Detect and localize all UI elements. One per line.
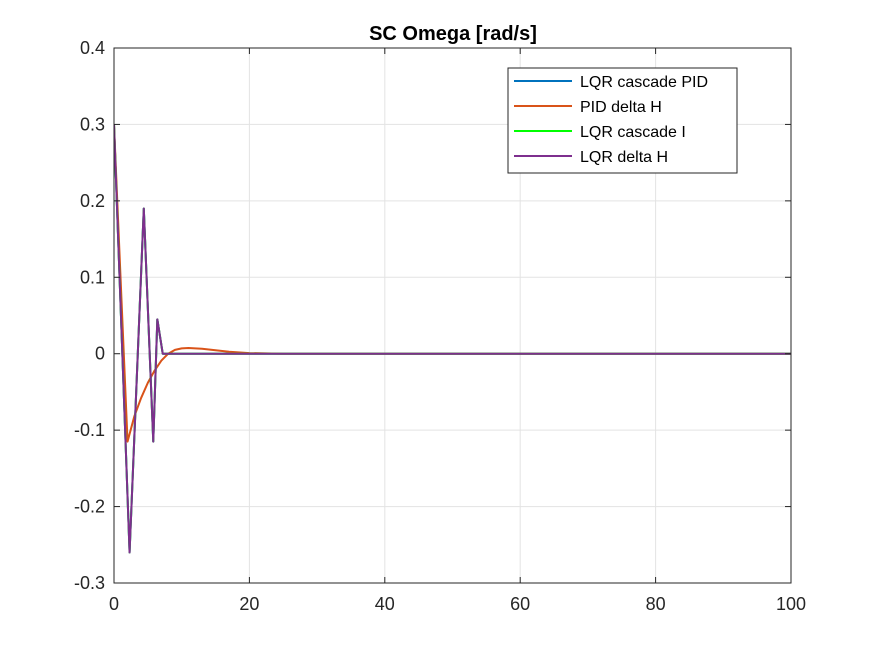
x-tick-label: 40 [375,594,395,614]
y-tick-label: -0.1 [74,420,105,440]
legend-label: LQR cascade PID [580,74,708,91]
legend-label: LQR cascade I [580,124,686,141]
x-tick-label: 80 [646,594,666,614]
y-tick-label: 0.1 [80,267,105,287]
y-tick-label: 0.2 [80,191,105,211]
legend-label: LQR delta H [580,149,668,166]
y-tick-label: 0 [95,344,105,364]
x-tick-label: 20 [239,594,259,614]
y-tick-label: -0.3 [74,573,105,593]
legend: LQR cascade PID PID delta H LQR cascade I L… [507,67,738,174]
axes-box [113,47,792,584]
series-line-lqr-delta-h [114,124,791,554]
x-tick-label: 0 [109,594,119,614]
legend-label: PID delta H [580,99,662,116]
y-tick-label: 0.3 [80,114,105,134]
x-tick-label: 60 [510,594,530,614]
x-tick-label: 100 [776,594,806,614]
y-tick-label: -0.2 [74,497,105,517]
chart-title: SC Omega [rad/s] [369,23,537,45]
y-tick-label: 0.4 [80,38,105,58]
